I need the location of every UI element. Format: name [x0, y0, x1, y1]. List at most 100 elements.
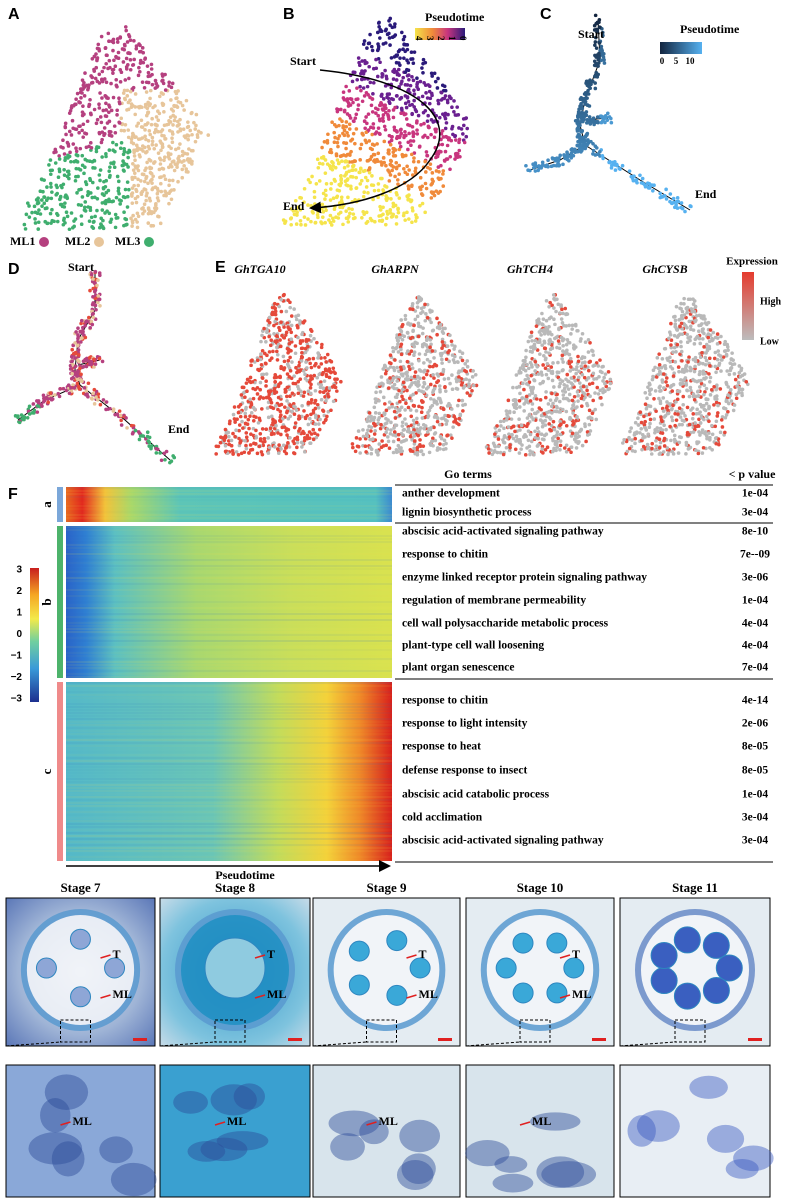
- cell-dot: [713, 424, 718, 429]
- cell-dot: [394, 60, 399, 65]
- cell-dot: [125, 194, 130, 199]
- cell-dot: [115, 37, 120, 41]
- cell-dot: [607, 386, 612, 391]
- cell-dot: [155, 186, 160, 191]
- cell-dot: [117, 409, 122, 413]
- cell-dot: [736, 380, 741, 385]
- cell-dot: [190, 162, 194, 166]
- cell-dot: [324, 182, 329, 186]
- cell-dot: [431, 372, 435, 377]
- cell-dot: [526, 339, 531, 344]
- cell-dot: [597, 25, 602, 29]
- cell-dot: [400, 324, 404, 329]
- cell-dot: [260, 333, 264, 338]
- cell-dot: [177, 122, 181, 127]
- cell-dot: [543, 447, 548, 452]
- cell-dot: [126, 155, 130, 160]
- cell-dot: [408, 430, 412, 435]
- cell-dot: [176, 100, 181, 104]
- cell-dot: [103, 211, 107, 215]
- cell-dot: [288, 300, 292, 305]
- cell-dot: [674, 203, 678, 207]
- cell-dot: [554, 404, 559, 409]
- cell-dot: [349, 187, 353, 191]
- cell-dot: [542, 331, 547, 336]
- cell-dot: [161, 78, 165, 83]
- cell-dot: [136, 168, 141, 173]
- cell-dot: [379, 445, 384, 449]
- cell-dot: [286, 358, 291, 363]
- cell-dot: [358, 84, 362, 89]
- cell-dot: [279, 447, 283, 451]
- cell-dot: [550, 369, 555, 374]
- cell-dot: [579, 404, 584, 408]
- cell-dot: [133, 158, 137, 163]
- cell-dot: [577, 149, 582, 153]
- cell-dot: [487, 451, 491, 455]
- cell-dot: [113, 225, 118, 230]
- cell-dot: [600, 402, 604, 407]
- cell-dot: [553, 398, 558, 403]
- cell-dot: [362, 119, 367, 124]
- cell-dot: [94, 65, 99, 70]
- cell-dot: [402, 56, 406, 60]
- cell-dot: [570, 398, 575, 403]
- cell-dot: [169, 107, 174, 111]
- cell-dot: [121, 60, 126, 64]
- cell-dot: [283, 387, 288, 392]
- cell-dot: [319, 397, 324, 402]
- cell-dot: [585, 103, 590, 107]
- cell-dot: [342, 133, 347, 138]
- cell-dot: [78, 146, 83, 151]
- cell-dot: [362, 94, 367, 98]
- cell-dot: [175, 119, 180, 124]
- cell-dot: [378, 208, 383, 212]
- cell-dot: [423, 210, 427, 215]
- cell-dot: [413, 370, 418, 374]
- cell-dot: [79, 372, 83, 377]
- cell-dot: [75, 153, 80, 158]
- cell-dot: [436, 98, 440, 103]
- cell-dot: [118, 68, 123, 72]
- cell-dot: [133, 105, 138, 109]
- cell-dot: [91, 301, 96, 305]
- cell-dot: [431, 190, 436, 195]
- cell-dot: [307, 430, 312, 434]
- cell-dot: [399, 318, 403, 322]
- cell-dot: [332, 207, 337, 212]
- cell-dot: [378, 60, 382, 65]
- cell-dot: [46, 397, 50, 401]
- cell-dot: [305, 366, 309, 370]
- cell-dot: [455, 360, 460, 364]
- cell-dot: [376, 151, 381, 156]
- cell-dot: [587, 432, 592, 437]
- cell-dot: [406, 147, 410, 152]
- cell-dot: [129, 192, 134, 197]
- cell-dot: [73, 127, 77, 131]
- cell-dot: [58, 387, 62, 391]
- cell-dot: [55, 219, 60, 224]
- cell-dot: [448, 403, 452, 408]
- cell-dot: [163, 177, 168, 182]
- cell-dot: [84, 393, 88, 397]
- cell-dot: [436, 379, 441, 383]
- cell-dot: [289, 376, 294, 381]
- cell-dot: [230, 448, 235, 453]
- cell-dot: [146, 110, 150, 115]
- cell-dot: [99, 34, 104, 39]
- cell-dot: [341, 222, 345, 227]
- cell-dot: [427, 450, 432, 455]
- cell-dot: [308, 180, 312, 185]
- cell-dot: [517, 439, 522, 443]
- cell-dot: [281, 354, 286, 359]
- cell-dot: [123, 187, 128, 192]
- cell-dot: [384, 163, 388, 168]
- cell-dot: [549, 365, 554, 369]
- cell-dot: [528, 349, 533, 354]
- cell-dot: [423, 83, 428, 88]
- cell-dot: [148, 96, 152, 101]
- cell-dot: [703, 390, 707, 394]
- cell-dot: [293, 436, 297, 441]
- cell-dot: [401, 213, 406, 218]
- cell-dot: [370, 132, 374, 137]
